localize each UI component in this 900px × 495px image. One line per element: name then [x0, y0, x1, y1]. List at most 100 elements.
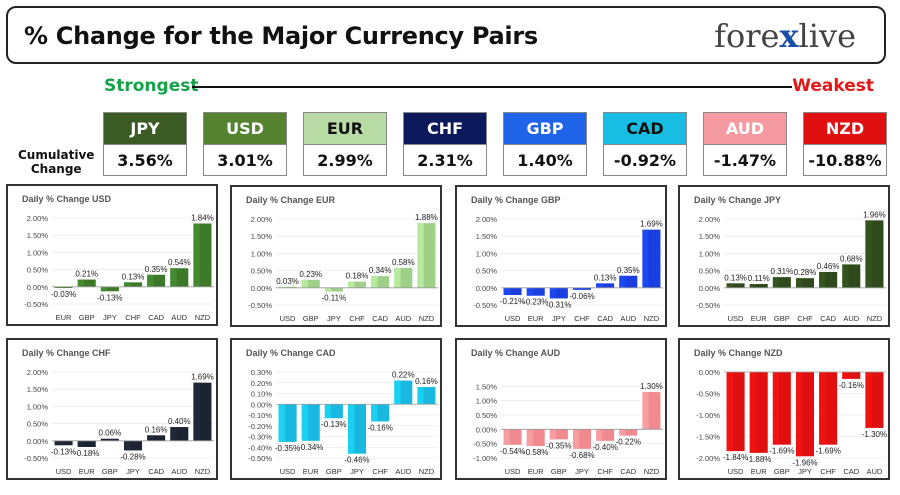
x-tick-label: JPY	[126, 467, 140, 476]
data-label: -0.16%	[839, 381, 864, 390]
x-tick-label: EUR	[303, 467, 319, 476]
x-tick-label: USD	[728, 467, 744, 476]
currency-code: USD	[204, 113, 286, 145]
x-tick-label: JPY	[350, 467, 364, 476]
bar	[795, 278, 815, 288]
bar-highlight	[278, 404, 285, 442]
bar	[77, 440, 96, 447]
chart-panel-5: Daily % Change CHF 2.00% 1.50% 1.00% 0.50% 0.…	[6, 338, 218, 480]
bar-chart: Daily % Change USD 2.00% 1.50% 1.00% 0.50% 0.…	[22, 194, 214, 322]
y-tick-label: 0.00%	[699, 284, 721, 293]
currency-box-chf: CHF 2.31%	[403, 112, 487, 176]
y-tick-label: -0.50%	[24, 300, 48, 309]
bar-highlight	[772, 277, 780, 288]
data-label: -0.23%	[523, 298, 548, 307]
data-label: 0.16%	[415, 377, 438, 386]
data-label: 1.69%	[191, 373, 214, 382]
data-label: 0.35%	[617, 266, 640, 275]
x-tick-label: AUD	[843, 314, 859, 323]
x-tick-label: CAD	[843, 467, 859, 476]
y-tick-label: 1.00%	[476, 249, 498, 258]
data-label: -0.18%	[74, 449, 99, 458]
y-tick-label: -1.00%	[473, 454, 497, 463]
cumulative-value: 2.99%	[317, 151, 373, 170]
cumulative-change-label: Cumulative Change	[18, 148, 94, 176]
y-tick-label: 0.00%	[476, 425, 498, 434]
x-tick-label: AUD	[867, 467, 883, 476]
data-label: -1.88%	[746, 455, 771, 464]
x-tick-label: EUR	[528, 314, 544, 323]
cumulative-value: -10.88%	[808, 151, 882, 170]
y-tick-label: 1.50%	[699, 232, 721, 241]
data-label: -0.31%	[546, 300, 571, 309]
y-tick-label: 0.20%	[251, 379, 273, 388]
x-tick-label: NZD	[419, 467, 435, 476]
bar-highlight	[549, 429, 557, 440]
page-title: % Change for the Major Currency Pairs	[24, 22, 538, 50]
strength-scale-line	[192, 86, 792, 88]
y-tick-label: 1.50%	[27, 231, 49, 240]
chart-panel-8: Daily % Change NZD 0.00% -0.50% -1.00% -1.50…	[678, 338, 890, 480]
y-tick-label: 2.00%	[251, 215, 273, 224]
bar	[100, 286, 119, 292]
bar	[503, 287, 522, 296]
y-tick-label: 0.00%	[27, 283, 49, 292]
data-label: 0.34%	[369, 266, 392, 275]
chart-title: Daily % Change CAD	[246, 348, 336, 358]
bar-highlight	[503, 287, 510, 296]
data-label: -0.11%	[321, 294, 346, 303]
currency-code: JPY	[104, 113, 186, 145]
data-label: -1.96%	[792, 458, 817, 467]
y-tick-label: 0.50%	[251, 267, 273, 276]
bar-highlight	[100, 286, 108, 292]
y-tick-label: 1.00%	[27, 248, 49, 257]
chart-title: Daily % Change GBP	[471, 195, 561, 205]
bar-highlight	[619, 275, 626, 288]
x-tick-label: CHF	[797, 314, 813, 323]
x-tick-label: EUR	[56, 313, 72, 322]
chart-title: Daily % Change CHF	[22, 348, 111, 358]
bar	[123, 282, 143, 287]
y-tick-label: -0.20%	[248, 422, 272, 431]
data-label: 0.58%	[392, 258, 415, 267]
bar-highlight	[865, 220, 872, 288]
x-tick-label: EUR	[751, 314, 767, 323]
bar	[147, 435, 166, 441]
data-label: 0.23%	[299, 270, 322, 279]
currency-box-aud: AUD -1.47%	[703, 112, 787, 176]
data-label: -0.58%	[523, 448, 548, 457]
data-label: -0.06%	[569, 292, 594, 301]
chart-panel-4: Daily % Change JPY 2.00% 1.50% 1.00% 0.50% 0.…	[678, 185, 890, 327]
bar-highlight	[54, 440, 61, 446]
currency-box-eur: EUR 2.99%	[303, 112, 387, 176]
x-tick-label: NZD	[644, 467, 660, 476]
y-tick-label: -2.00%	[696, 454, 720, 463]
bar	[549, 287, 568, 299]
data-label: 0.13%	[724, 273, 747, 282]
data-label: 0.06%	[99, 429, 122, 438]
y-tick-label: 0.00%	[251, 400, 273, 409]
y-tick-label: -0.50%	[248, 301, 272, 310]
bar-highlight	[54, 286, 61, 288]
data-label: -0.16%	[367, 423, 392, 432]
cumulative-value: 2.31%	[417, 151, 473, 170]
chart-panel-1: Daily % Change USD 2.00% 1.50% 1.00% 0.50% 0.…	[6, 184, 218, 326]
currency-code: EUR	[304, 113, 386, 145]
chart-panel-3: Daily % Change GBP 2.00% 1.50% 1.00% 0.50% 0.…	[455, 185, 667, 327]
data-label: -1.30%	[862, 430, 887, 439]
bar-highlight	[371, 404, 378, 422]
bar	[100, 438, 119, 441]
x-tick-label: GBP	[303, 314, 319, 323]
y-tick-label: 0.50%	[27, 420, 49, 429]
x-tick-label: EUR	[79, 467, 95, 476]
bar-chart: Daily % Change CHF 2.00% 1.50% 1.00% 0.50% 0.…	[22, 348, 214, 476]
bar-chart: Daily % Change GBP 2.00% 1.50% 1.00% 0.50% 0.…	[471, 195, 663, 323]
x-tick-label: USD	[728, 314, 744, 323]
data-label: -0.03%	[51, 290, 76, 299]
data-label: -0.35%	[546, 441, 571, 450]
bar-highlight	[170, 268, 177, 287]
y-tick-label: 0.50%	[27, 266, 49, 275]
data-label: 0.03%	[276, 277, 299, 286]
x-tick-label: USD	[56, 467, 72, 476]
y-tick-label: 0.30%	[251, 368, 273, 377]
